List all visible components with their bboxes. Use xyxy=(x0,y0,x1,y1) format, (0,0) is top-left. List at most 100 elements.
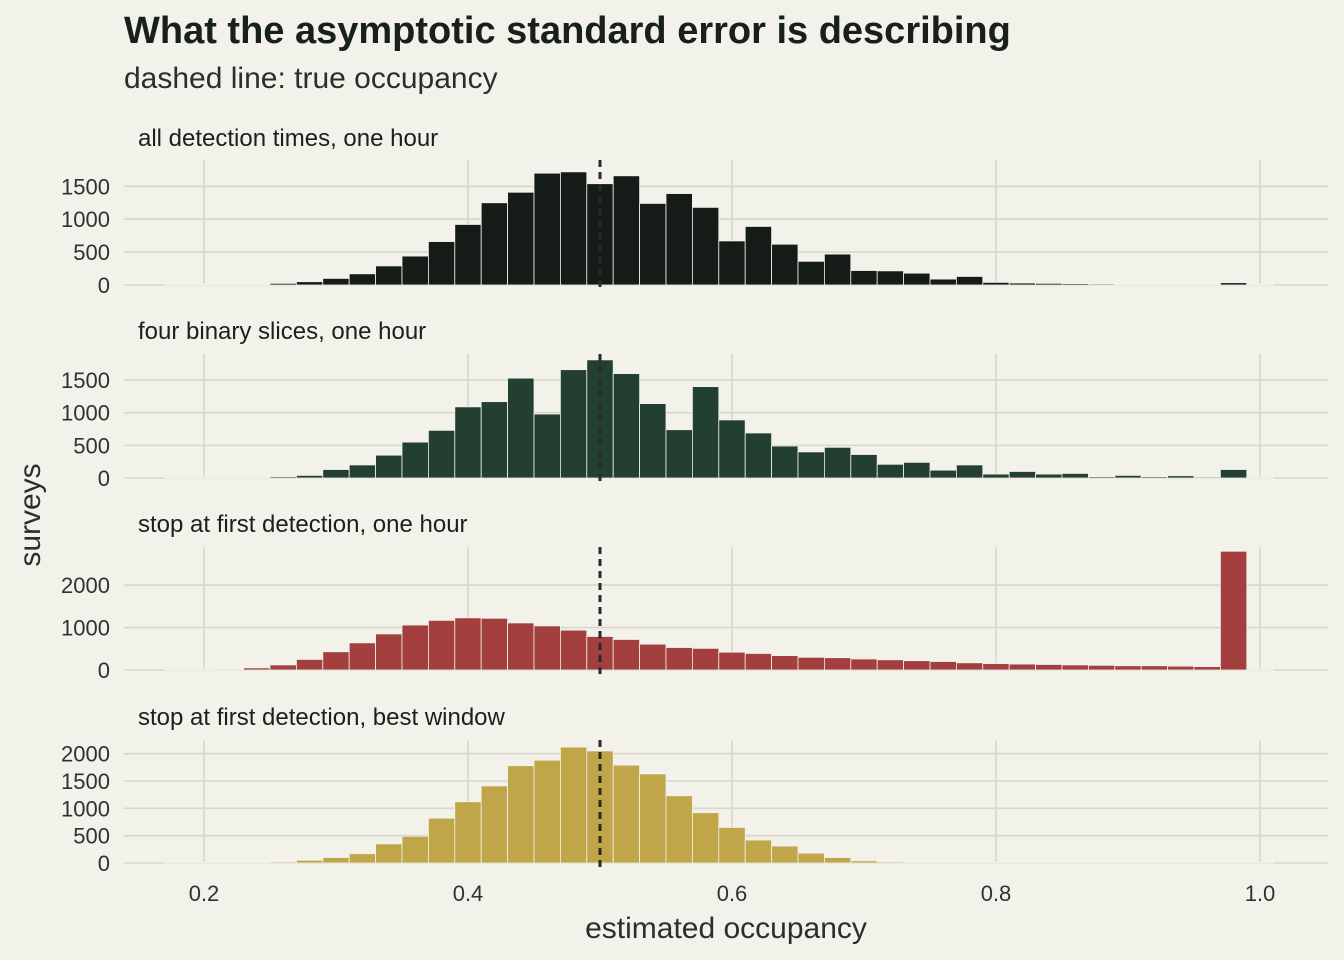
histogram-bar xyxy=(1193,861,1221,864)
histogram-bar xyxy=(718,651,746,671)
histogram-bar xyxy=(295,658,324,671)
histogram-bar xyxy=(1008,471,1037,479)
histogram-bar xyxy=(692,206,720,286)
histogram-bar xyxy=(163,283,192,286)
histogram-bar xyxy=(375,454,403,479)
histogram-bar xyxy=(507,377,535,479)
histogram-bar xyxy=(1140,665,1168,671)
histogram-bar xyxy=(480,202,509,286)
histogram-bar xyxy=(190,476,218,479)
histogram-bar xyxy=(1220,861,1248,864)
histogram-bar xyxy=(1167,665,1195,671)
histogram-bar xyxy=(876,659,905,671)
histogram-bar xyxy=(190,861,218,864)
histogram-bar xyxy=(929,278,957,286)
histogram-bar xyxy=(1193,283,1221,286)
histogram-bar xyxy=(1114,861,1142,864)
histogram-bar xyxy=(956,662,984,671)
histogram-bar xyxy=(956,464,984,479)
histogram-bar xyxy=(797,451,825,479)
histogram-bar xyxy=(454,617,482,671)
panel-label: stop at first detection, one hour xyxy=(138,511,468,538)
histogram-bar xyxy=(876,463,905,479)
histogram-bar xyxy=(1035,861,1063,864)
y-tick-label: 1500 xyxy=(61,368,110,393)
histogram-bar xyxy=(612,373,641,479)
histogram-bar xyxy=(876,861,905,864)
histogram-bar xyxy=(1140,283,1168,286)
histogram-bar xyxy=(1035,473,1063,479)
histogram-bar xyxy=(824,857,852,864)
histogram-bar xyxy=(401,441,429,479)
histogram-bar xyxy=(216,476,244,479)
histogram-bar xyxy=(718,419,746,479)
y-tick-label: 500 xyxy=(73,433,110,458)
y-tick-label: 0 xyxy=(98,658,110,683)
panel-label: four binary slices, one hour xyxy=(138,318,426,345)
histogram-bar xyxy=(744,839,773,864)
panel-2: four binary slices, one hour 0 500 1000 1500 xyxy=(61,318,1328,491)
y-tick-label: 0 xyxy=(98,273,110,298)
panel-label: all detection times, one hour xyxy=(138,125,438,152)
histogram-bar xyxy=(824,446,852,479)
histogram-bar xyxy=(639,203,667,286)
histogram-bar xyxy=(427,241,456,286)
histogram-bar xyxy=(1061,473,1089,479)
histogram-bar xyxy=(1008,861,1037,864)
histogram-bar xyxy=(692,386,720,479)
histogram-bar xyxy=(1061,283,1089,286)
x-axis-title: estimated occupancy xyxy=(585,912,867,945)
y-axis-title: surveys xyxy=(14,463,47,566)
histogram-bar xyxy=(929,861,957,864)
histogram-bar xyxy=(269,861,297,864)
histogram-bar xyxy=(1114,474,1142,479)
histogram-bar xyxy=(1008,282,1037,286)
histogram-bar xyxy=(348,464,377,479)
histogram-bar xyxy=(876,270,905,286)
histogram-bar xyxy=(1088,861,1116,864)
histogram-bar xyxy=(692,812,720,864)
x-tick-label: 1.0 xyxy=(1245,881,1276,906)
y-tick-label: 1000 xyxy=(61,616,110,641)
histogram-bar xyxy=(771,655,799,671)
histogram-bar xyxy=(1246,476,1274,479)
histogram-bar xyxy=(1167,475,1195,479)
histogram-bar xyxy=(560,171,588,286)
histogram-bar xyxy=(427,429,456,479)
panel-1: all detection times, one hour 0 500 1000 150… xyxy=(61,125,1328,298)
histogram-bar xyxy=(1035,282,1063,286)
histogram-bar xyxy=(639,643,667,671)
x-axis-ticks: 0.2 0.4 0.6 0.8 1.0 xyxy=(189,881,1276,906)
histogram-bar xyxy=(322,651,350,671)
histogram-bar xyxy=(1220,550,1248,671)
histogram-bar xyxy=(163,476,192,479)
chart-title: What the asymptotic standard error is de… xyxy=(124,10,1011,52)
histogram-bar xyxy=(850,454,878,479)
x-tick-label: 0.8 xyxy=(981,881,1012,906)
histogram-bar xyxy=(507,191,535,286)
histogram-bar xyxy=(1140,476,1168,479)
histogram-bar xyxy=(454,406,482,479)
histogram-bar xyxy=(929,661,957,671)
histogram-bar xyxy=(1008,663,1037,671)
x-tick-label: 0.4 xyxy=(453,881,484,906)
histogram-bar xyxy=(401,835,429,864)
histogram-bar xyxy=(665,193,693,286)
histogram-bar xyxy=(824,253,852,286)
chart-subtitle: dashed line: true occupancy xyxy=(124,62,498,95)
histogram-bar xyxy=(692,647,720,671)
y-tick-label: 0 xyxy=(98,851,110,876)
panel-label: stop at first detection, best window xyxy=(138,704,506,731)
histogram-bar xyxy=(243,283,271,286)
y-tick-label: 1500 xyxy=(61,769,110,794)
histogram-bar xyxy=(322,857,350,864)
histogram-bar xyxy=(454,801,482,864)
histogram-bar xyxy=(850,658,878,671)
histogram-bar xyxy=(612,764,641,864)
histogram-bar xyxy=(533,759,561,864)
histogram-bar xyxy=(718,827,746,864)
histogram-bar xyxy=(163,861,192,864)
y-tick-label: 1000 xyxy=(61,401,110,426)
histogram-bar xyxy=(190,283,218,286)
histogram-bar xyxy=(665,647,693,671)
